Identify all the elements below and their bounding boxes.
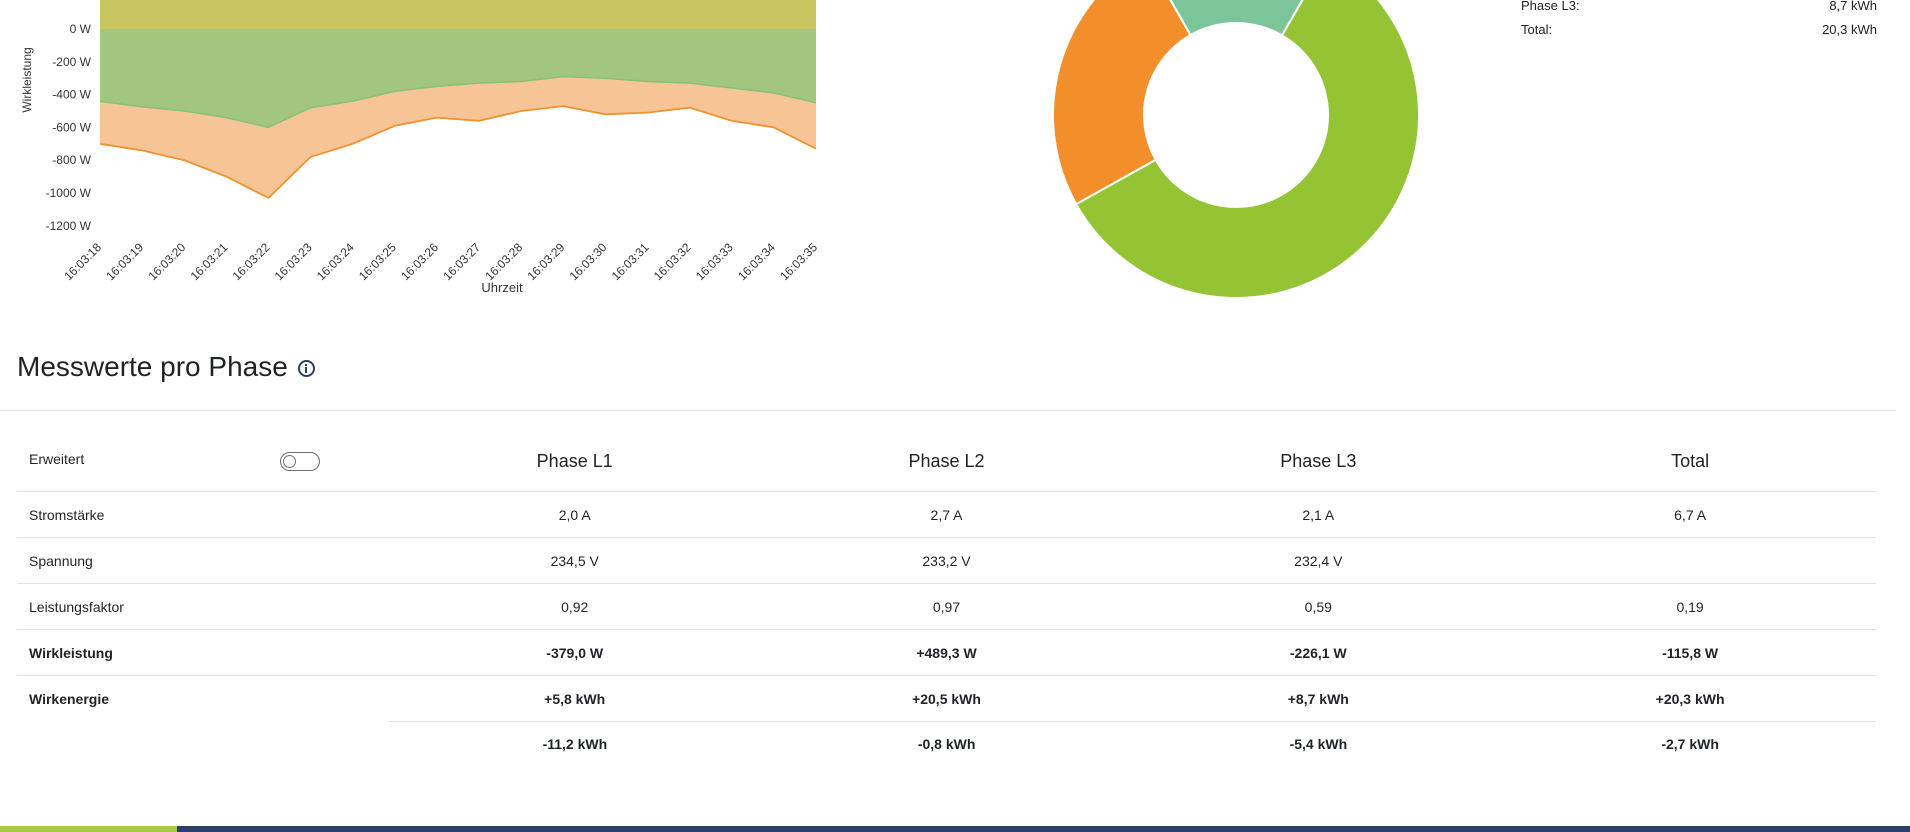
legend-label: Phase L3: — [1521, 0, 1580, 13]
power-area-chart: -1200 W -1000 W -800 W -600 W -400 W -200 W 0 … — [20, 0, 820, 295]
y-tick-label: 0 W — [70, 22, 92, 36]
positive-power-band — [100, 0, 816, 29]
y-tick-label: -1000 W — [46, 186, 92, 200]
y-tick-label: -400 W — [52, 88, 91, 102]
table-cell: +5,8 kWh — [544, 690, 606, 707]
table-cell: 0,92 — [561, 598, 589, 615]
orange-area — [100, 76, 816, 198]
x-tick-label: 16:03:34 — [735, 240, 778, 283]
phase-measurements-table: Erweitert Phase L1 Phase L2 Phase L3 Tot… — [17, 432, 1876, 766]
x-tick-label: 16:03:26 — [398, 240, 441, 283]
table-cell: -379,0 W — [546, 644, 604, 661]
table-cell: +20,3 kWh — [1655, 690, 1725, 707]
table-cell: 234,5 V — [550, 552, 599, 569]
x-tick-label: 16:03:28 — [482, 240, 525, 283]
column-header-phase-l1: Phase L1 — [536, 451, 613, 471]
toggle-knob — [283, 454, 296, 468]
table-cell: 2,1 A — [1302, 506, 1335, 523]
table-cell: 0,59 — [1304, 598, 1332, 615]
x-tick-label: 16:03:25 — [356, 240, 399, 283]
x-tick-label: 16:03:18 — [61, 240, 104, 283]
table-row-spannung: Spannung 234,5 V 233,2 V 232,4 V — [17, 538, 1876, 584]
table-row-wirkenergie-negative: -11,2 kWh -0,8 kWh -5,4 kWh -2,7 kWh — [389, 721, 1876, 766]
x-tick-label: 16:03:33 — [693, 240, 736, 283]
y-tick-label: -600 W — [52, 120, 91, 134]
info-icon[interactable] — [297, 359, 315, 377]
y-tick-label: -200 W — [52, 55, 91, 69]
y-axis-label: Wirkleistung — [20, 47, 34, 112]
footer-accent — [0, 826, 177, 832]
table-row-wirkleistung: Wirkleistung -379,0 W +489,3 W -226,1 W … — [17, 630, 1876, 676]
table-row-wirkenergie: Wirkenergie +5,8 kWh +20,5 kWh +8,7 kWh … — [17, 676, 1876, 721]
expanded-toggle-cell: Erweitert — [17, 432, 389, 491]
expanded-toggle-switch[interactable] — [280, 452, 320, 471]
x-tick-label: 16:03:23 — [272, 240, 315, 283]
column-header-total: Total — [1671, 451, 1710, 471]
table-cell: -11,2 kWh — [542, 735, 608, 752]
donut-slice-0 — [1074, 0, 1420, 299]
x-tick-label: 16:03:24 — [314, 240, 357, 283]
column-header-phase-l2: Phase L2 — [908, 451, 985, 471]
footer-bar — [0, 826, 1910, 832]
x-tick-label: 16:03:19 — [103, 240, 146, 283]
energy-donut-chart — [1052, 0, 1420, 299]
table-header-row: Erweitert Phase L1 Phase L2 Phase L3 Tot… — [17, 432, 1876, 492]
green-area — [100, 29, 816, 128]
row-divider — [389, 721, 1876, 722]
y-tick-label: -1200 W — [46, 219, 92, 233]
table-cell: +8,7 kWh — [1287, 690, 1349, 707]
table-cell: 0,97 — [932, 598, 961, 615]
table-cell: +20,5 kWh — [912, 690, 981, 707]
x-tick-label: 16:03:29 — [524, 240, 567, 283]
y-tick-label: 200 W — [56, 0, 91, 3]
section-title: Messwerte pro Phase — [17, 351, 315, 383]
x-tick-label: 16:03:20 — [145, 240, 188, 283]
column-header-phase-l3: Phase L3 — [1280, 451, 1357, 471]
x-tick-label: 16:03:32 — [651, 240, 694, 283]
x-tick-label: 16:03:27 — [440, 240, 483, 283]
table-row-stromstaerke: Stromstärke 2,0 A 2,7 A 2,1 A 6,7 A — [17, 492, 1876, 538]
x-tick-label: 16:03:31 — [609, 240, 652, 283]
y-tick-label: -800 W — [52, 153, 91, 167]
x-tick-label: 16:03:35 — [777, 240, 820, 283]
legend-value: 20,3 kWh — [1822, 22, 1877, 37]
legend-value: 8,7 kWh — [1829, 0, 1877, 13]
table-cell: 6,7 A — [1674, 506, 1707, 523]
table-cell: -0,8 kWh — [917, 735, 976, 752]
donut-legend: Phase L3: 8,7 kWh Total: 20,3 kWh — [1521, 0, 1877, 42]
row-label: Spannung — [29, 552, 93, 569]
table-cell: 232,4 V — [1294, 552, 1343, 569]
donut-slice-1 — [1052, 0, 1192, 206]
row-label: Wirkenergie — [29, 690, 110, 707]
table-row-leistungsfaktor: Leistungsfaktor 0,92 0,97 0,59 0,19 — [17, 584, 1876, 630]
row-label: Wirkleistung — [29, 644, 113, 661]
donut-slice-2 — [1169, 0, 1304, 37]
legend-row-phase-l3: Phase L3: 8,7 kWh — [1521, 0, 1877, 18]
row-label: Leistungsfaktor — [29, 598, 124, 615]
legend-label: Total: — [1521, 22, 1553, 37]
legend-row-total: Total: 20,3 kWh — [1521, 18, 1877, 42]
series-line-upper — [99, 75, 817, 129]
expanded-toggle-label: Erweitert — [29, 450, 85, 467]
table-cell: 233,2 V — [922, 552, 971, 569]
section-title-text: Messwerte pro Phase — [17, 351, 288, 382]
table-cell: 2,0 A — [558, 506, 591, 523]
table-cell: -226,1 W — [1289, 644, 1347, 661]
table-cell: -2,7 kWh — [1661, 735, 1719, 752]
x-tick-label: 16:03:21 — [188, 240, 231, 283]
table-cell: 2,7 A — [930, 506, 963, 523]
x-tick-label: 16:03:22 — [230, 240, 273, 283]
section-divider — [0, 410, 1895, 411]
x-tick-label: 16:03:30 — [567, 240, 610, 283]
series-line-lower — [99, 105, 817, 199]
x-axis-label: Uhrzeit — [481, 280, 523, 295]
row-label: Stromstärke — [29, 506, 105, 523]
table-cell: -115,8 W — [1662, 644, 1719, 661]
table-cell: 0,19 — [1676, 598, 1704, 615]
table-cell: -5,4 kWh — [1289, 735, 1348, 752]
table-cell: +489,3 W — [916, 644, 977, 661]
